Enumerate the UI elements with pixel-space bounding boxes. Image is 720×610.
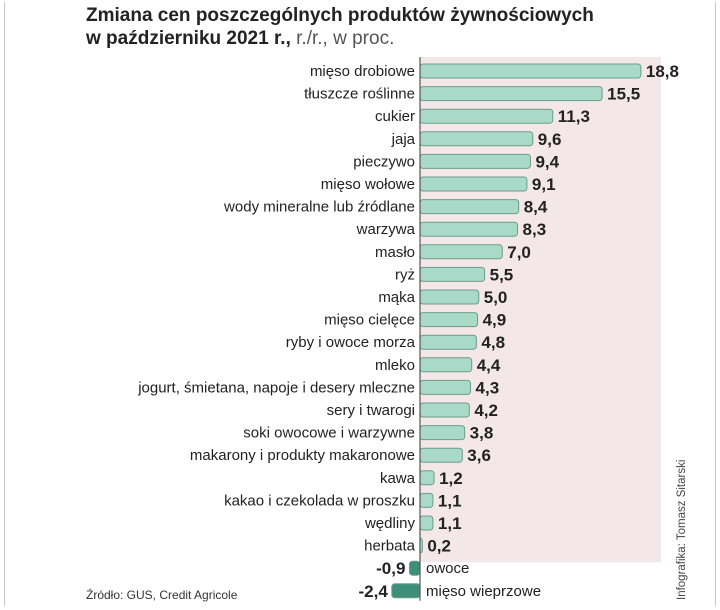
bar-19	[419, 492, 434, 508]
value-label-2: 11,3	[558, 107, 590, 126]
bar-10	[419, 289, 480, 305]
category-label-18: kawa	[380, 470, 416, 487]
value-label-15: 4,2	[474, 401, 498, 420]
infographic-credit: Infografika: Tomasz Sitarski	[676, 459, 688, 600]
category-label-14: jogurt, śmietana, napoje i desery mleczn…	[137, 379, 415, 396]
title-line-1: Zmiana cen poszczególnych produktów żywn…	[86, 5, 594, 26]
category-label-9: ryż	[395, 266, 415, 283]
category-label-21: herbata	[364, 538, 416, 555]
bar-13	[419, 357, 473, 373]
bar-9	[419, 266, 486, 282]
bar-2	[419, 108, 554, 124]
title-unit: r./r., w proc.	[290, 28, 395, 49]
bar-20	[419, 515, 434, 531]
chart-title: Zmiana cen poszczególnych produktów żywn…	[86, 4, 686, 50]
value-label-20: 1,1	[438, 514, 462, 533]
category-label-23: mięso wieprzowe	[426, 583, 541, 600]
category-label-13: mleko	[375, 357, 415, 374]
value-label-1: 15,5	[607, 85, 640, 104]
category-label-1: tłuszcze roślinne	[304, 86, 415, 103]
chart-frame	[4, 2, 716, 606]
category-label-7: warzywa	[356, 221, 416, 238]
bar-22	[408, 560, 421, 576]
bar-11	[419, 312, 479, 328]
bar-0	[419, 63, 642, 79]
category-label-6: wody mineralne lub źródlane	[223, 199, 415, 216]
bar-15	[419, 402, 470, 418]
value-label-0: 18,8	[646, 62, 679, 81]
value-label-21: 0,2	[427, 537, 451, 556]
value-label-8: 7,0	[507, 243, 531, 262]
category-label-17: makarony i produkty makaronowe	[190, 447, 415, 464]
category-label-0: mięso drobiowe	[310, 63, 415, 80]
category-label-12: ryby i owoce morza	[286, 334, 416, 351]
value-label-7: 8,3	[523, 220, 547, 239]
title-line-2-main: w październiku 2021 r.,	[86, 28, 291, 49]
bar-1	[419, 86, 603, 102]
category-label-5: mięso wołowe	[321, 176, 415, 193]
value-label-3: 9,6	[538, 130, 562, 149]
category-label-22: owoce	[426, 560, 469, 577]
category-label-8: masło	[375, 244, 415, 261]
bar-7	[419, 221, 519, 237]
bar-6	[419, 199, 520, 215]
category-label-11: mięso cielęce	[324, 312, 415, 329]
value-label-22: -0,9	[376, 559, 405, 578]
category-label-4: pieczywo	[353, 153, 415, 170]
category-label-15: sery i twarogi	[327, 402, 415, 419]
bar-3	[419, 131, 534, 147]
value-label-11: 4,9	[483, 311, 507, 330]
category-label-2: cukier	[375, 108, 415, 125]
bar-5	[419, 176, 528, 192]
bar-8	[419, 244, 503, 260]
value-label-13: 4,4	[477, 356, 501, 375]
value-label-10: 5,0	[484, 288, 508, 307]
value-label-18: 1,2	[439, 469, 463, 488]
category-label-16: soki owocowe i warzywne	[243, 425, 415, 442]
bar-12	[419, 334, 477, 350]
value-label-19: 1,1	[438, 491, 462, 510]
value-label-6: 8,4	[524, 198, 548, 217]
category-label-20: wędliny	[364, 515, 416, 532]
bar-4	[419, 153, 531, 169]
category-label-3: jaja	[391, 131, 416, 148]
bar-14	[419, 379, 472, 395]
title-line-2: w październiku 2021 r., r./r., w proc.	[86, 27, 686, 50]
value-label-4: 9,4	[535, 152, 559, 171]
value-label-9: 5,5	[490, 265, 514, 284]
value-label-14: 4,3	[476, 378, 500, 397]
category-label-10: mąka	[378, 289, 415, 306]
value-label-16: 3,8	[470, 424, 494, 443]
value-label-23: -2,4	[359, 582, 389, 601]
bar-18	[419, 470, 435, 486]
value-label-12: 4,8	[481, 333, 505, 352]
bar-16	[419, 425, 466, 441]
value-label-5: 9,1	[532, 175, 556, 194]
bar-17	[419, 447, 463, 463]
bar-23	[391, 583, 421, 599]
value-label-17: 3,6	[467, 446, 491, 465]
source-note: Źródło: GUS, Credit Agricole	[86, 588, 238, 602]
category-label-19: kakao i czekolada w proszku	[224, 492, 415, 509]
